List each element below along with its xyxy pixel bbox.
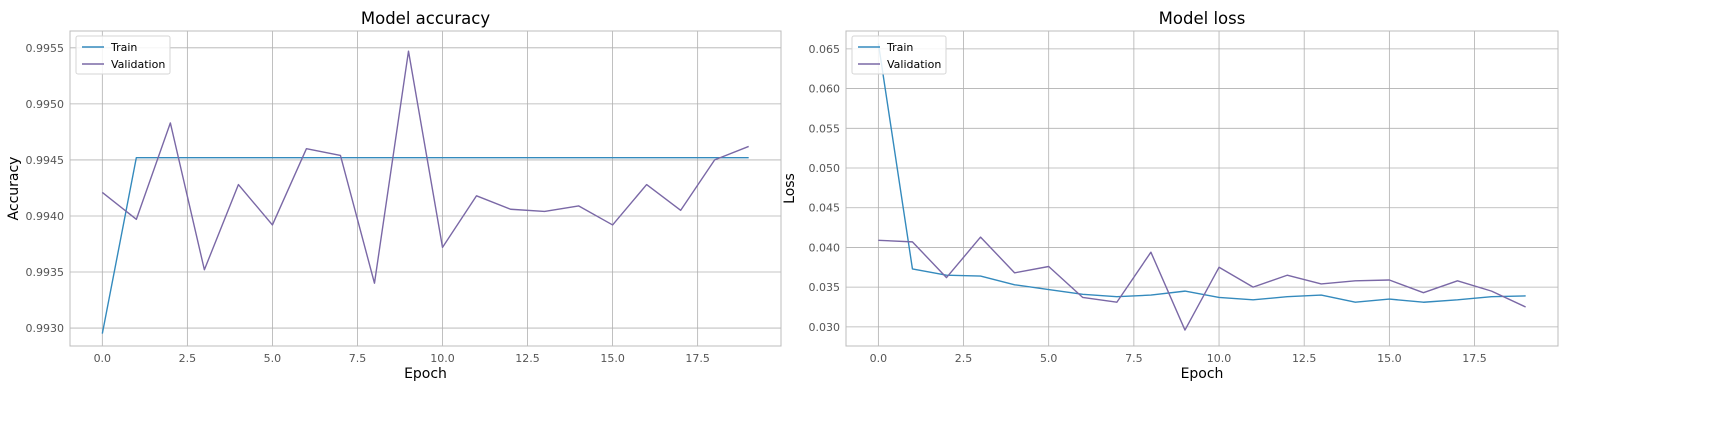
accuracy-series-train-line (101, 156, 749, 334)
loss-x-tick-label: 10.0 (1207, 352, 1232, 365)
accuracy-y-tick-label: 0.9950 (26, 98, 65, 111)
accuracy-x-tick-label: 10.0 (430, 352, 455, 365)
loss-y-tick-label: 0.035 (809, 281, 841, 294)
loss-x-tick-label: 5.0 (1040, 352, 1058, 365)
accuracy-x-tick-label: 7.5 (349, 352, 367, 365)
loss-x-axis-label: Epoch (1181, 366, 1224, 382)
accuracy-x-tick-label: 12.5 (515, 352, 540, 365)
accuracy-y-tick-label: 0.9945 (26, 154, 65, 167)
loss-y-tick-label: 0.030 (809, 321, 841, 334)
accuracy-axes-frame (69, 30, 782, 347)
accuracy-legend-label-validation: Validation (111, 58, 165, 71)
accuracy-x-tick-label: 5.0 (264, 352, 282, 365)
loss-x-tick-label: 7.5 (1125, 352, 1143, 365)
accuracy-y-tick-label: 0.9930 (26, 322, 65, 335)
loss-y-tick-label: 0.045 (809, 202, 841, 215)
loss-legend: Train Validation (851, 35, 947, 75)
loss-legend-label-validation: Validation (887, 58, 941, 71)
accuracy-chart-title: Model accuracy (361, 9, 490, 28)
loss-axes-frame (845, 30, 1559, 347)
loss-y-tick-label: 0.060 (809, 83, 841, 96)
accuracy-x-tick-label: 17.5 (685, 352, 710, 365)
accuracy-legend-label-train: Train (110, 41, 137, 54)
accuracy-x-tick-label: 0.0 (94, 352, 112, 365)
loss-x-tick-label: 12.5 (1292, 352, 1317, 365)
loss-y-tick-label: 0.065 (809, 43, 841, 56)
accuracy-y-tick-label: 0.9940 (26, 210, 65, 223)
loss-y-tick-label: 0.040 (809, 241, 841, 254)
accuracy-y-tick-label: 0.9935 (26, 266, 65, 279)
loss-series-validation-line (878, 236, 1526, 331)
accuracy-legend: Train Validation (75, 35, 171, 75)
loss-legend-label-train: Train (886, 41, 913, 54)
loss-x-tick-label: 2.5 (955, 352, 973, 365)
loss-x-tick-label: 17.5 (1462, 352, 1487, 365)
loss-x-tick-label: 0.0 (870, 352, 888, 365)
accuracy-x-axis-label: Epoch (404, 366, 447, 382)
loss-series-train-line (877, 43, 1526, 303)
accuracy-y-tick-label: 0.9955 (26, 42, 65, 55)
accuracy-x-tick-label: 2.5 (179, 352, 197, 365)
loss-y-tick-label: 0.055 (809, 122, 841, 135)
loss-y-tick-label: 0.050 (809, 162, 841, 175)
accuracy-series-validation-line (101, 50, 749, 284)
loss-chart-title: Model loss (1159, 9, 1246, 28)
accuracy-y-axis-label: Accuracy (6, 157, 22, 221)
accuracy-x-tick-label: 15.0 (600, 352, 625, 365)
loss-y-axis-label: Loss (782, 173, 798, 204)
accuracy-chart: 0.0 2.5 5.0 7.5 10.0 12.5 15.0 17.5 0.9930 0.9935… (6, 9, 782, 382)
loss-x-tick-label: 15.0 (1377, 352, 1402, 365)
